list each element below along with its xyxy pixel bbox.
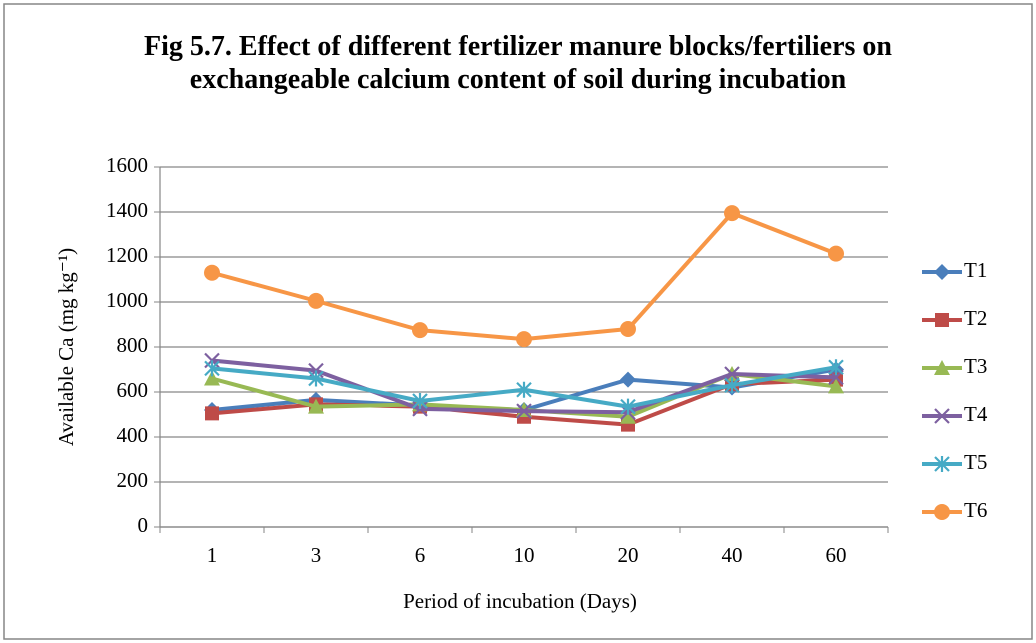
marker-shape (204, 264, 220, 281)
x-tick-label: 20 (618, 543, 639, 567)
marker-shape (828, 359, 844, 376)
marker (620, 398, 636, 415)
marker-shape (724, 377, 740, 394)
marker (724, 377, 740, 394)
y-tick-label: 200 (117, 468, 149, 492)
marker (620, 371, 636, 388)
marker-shape (516, 331, 532, 348)
legend-label: T5 (964, 450, 987, 474)
x-axis-label: Period of incubation (Days) (403, 589, 637, 613)
marker-shape (308, 292, 324, 309)
legend-label: T6 (964, 498, 987, 522)
y-tick-label: 1200 (106, 243, 148, 267)
marker (934, 408, 950, 424)
marker (308, 398, 324, 414)
marker-shape (412, 322, 428, 339)
marker (934, 504, 950, 520)
x-tick-label: 40 (722, 543, 743, 567)
marker (828, 378, 844, 394)
y-tick-label: 1000 (106, 288, 148, 312)
marker (205, 406, 219, 421)
marker-shape (935, 313, 949, 327)
marker (516, 403, 532, 419)
marker-shape (934, 456, 950, 472)
marker-shape (205, 406, 219, 421)
marker-shape (724, 205, 740, 222)
marker-shape (204, 360, 220, 377)
marker-shape (934, 408, 950, 424)
marker (934, 456, 950, 472)
marker (204, 360, 220, 377)
marker-shape (934, 360, 950, 375)
legend-label: T4 (964, 402, 988, 426)
x-tick-label: 10 (514, 543, 535, 567)
marker (620, 408, 636, 424)
marker (516, 381, 532, 398)
marker-shape (620, 408, 636, 424)
y-tick-label: 1400 (106, 198, 148, 222)
marker (724, 366, 740, 382)
marker-shape (724, 366, 740, 382)
y-tick-label: 0 (138, 513, 149, 537)
legend-label: T1 (964, 258, 987, 282)
chart-border (3, 3, 1033, 640)
y-tick-label: 1600 (106, 153, 148, 177)
marker-shape (516, 403, 532, 419)
marker-shape (516, 381, 532, 398)
marker (828, 245, 844, 262)
marker (934, 264, 950, 280)
marker (308, 292, 324, 309)
y-tick-label: 600 (117, 378, 149, 402)
marker-shape (308, 370, 324, 387)
y-axis-label: Available Ca (mg kg⁻¹) (54, 248, 78, 446)
x-tick-label: 3 (311, 543, 322, 567)
marker-shape (204, 370, 220, 386)
marker (516, 331, 532, 348)
marker-shape (620, 398, 636, 415)
y-tick-label: 800 (117, 333, 149, 357)
marker (308, 370, 324, 387)
marker (935, 313, 949, 327)
marker (934, 360, 950, 375)
x-tick-label: 1 (207, 543, 218, 567)
legend-label: T3 (964, 354, 987, 378)
marker-shape (828, 245, 844, 262)
legend-label: T2 (964, 306, 987, 330)
x-tick-label: 60 (826, 543, 847, 567)
marker (204, 264, 220, 281)
marker-shape (934, 264, 950, 280)
marker (724, 205, 740, 222)
marker-shape (620, 371, 636, 388)
marker (412, 322, 428, 339)
marker-shape (828, 378, 844, 394)
y-tick-label: 400 (117, 423, 149, 447)
x-tick-label: 6 (415, 543, 426, 567)
chart-title: Fig 5.7. Effect of different fertilizer … (143, 31, 892, 95)
marker (620, 321, 636, 337)
marker (828, 359, 844, 376)
marker-shape (934, 504, 950, 520)
marker (412, 393, 428, 409)
marker (204, 370, 220, 386)
marker-shape (412, 393, 428, 409)
marker-shape (620, 321, 636, 337)
marker-shape (308, 398, 324, 414)
